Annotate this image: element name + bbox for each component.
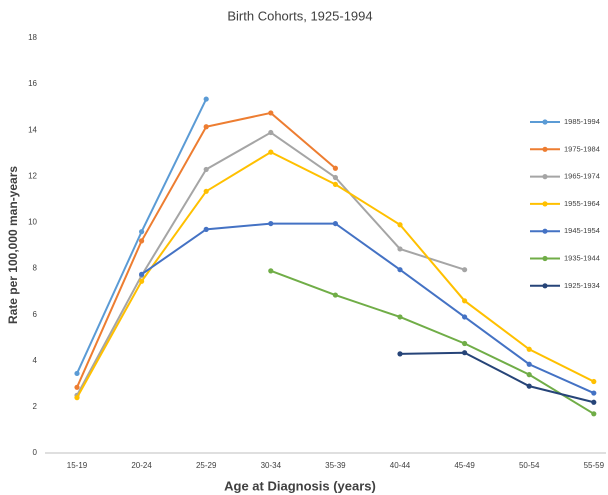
y-tick-label: 6 (33, 310, 38, 319)
y-tick-label: 8 (33, 264, 38, 273)
x-tick-label: 20-24 (131, 461, 152, 470)
x-tick-label: 55-59 (584, 461, 605, 470)
series-line (76, 131, 465, 396)
data-point (203, 124, 209, 130)
legend-label: 1935-1944 (564, 253, 600, 262)
x-tick-label: 45-49 (454, 461, 475, 470)
legend-label: 1945-1954 (564, 226, 600, 235)
data-point (203, 166, 209, 173)
data-point (268, 268, 274, 274)
x-tick-label: 50-54 (519, 461, 540, 470)
data-point (268, 149, 274, 155)
series-line (76, 98, 208, 374)
data-point (74, 395, 80, 401)
data-point (591, 411, 597, 417)
y-tick-label: 2 (33, 402, 38, 411)
data-point (139, 238, 145, 244)
legend-label: 1955-1964 (564, 199, 600, 208)
x-tick-label: 15-19 (67, 461, 88, 470)
x-tick-label: 30-34 (261, 461, 282, 470)
data-point (397, 314, 403, 320)
data-point (74, 370, 80, 377)
data-point (397, 246, 403, 252)
data-point (591, 399, 597, 405)
series-line (270, 269, 595, 415)
data-point (74, 384, 80, 390)
series-line (76, 150, 595, 399)
data-point (462, 267, 468, 273)
data-point (268, 110, 274, 116)
series-line (141, 222, 595, 394)
y-axis-label: Rate per 100,000 man-years (6, 166, 20, 324)
data-point (139, 271, 145, 277)
data-point (332, 220, 338, 227)
data-point (462, 340, 468, 347)
data-point (591, 378, 597, 385)
legend-marker (542, 119, 548, 125)
data-point (526, 346, 532, 352)
legend-marker (542, 283, 548, 289)
data-point (397, 351, 403, 357)
data-point (332, 174, 338, 181)
series-line (76, 111, 337, 388)
legend-marker (542, 146, 548, 152)
x-tick-label: 35-39 (325, 461, 346, 470)
series-line (399, 351, 595, 404)
data-point (332, 165, 338, 171)
data-point (526, 372, 532, 378)
y-tick-label: 14 (28, 125, 37, 134)
y-tick-label: 16 (28, 79, 37, 88)
data-point (139, 229, 145, 235)
legend-label: 1975-1984 (564, 144, 600, 153)
data-point (139, 278, 145, 284)
legend-label: 1965-1974 (564, 172, 600, 181)
legend-marker (542, 201, 548, 207)
data-point (462, 314, 468, 320)
chart-title: Birth Cohorts, 1925-1994 (227, 8, 372, 23)
data-point (397, 267, 403, 273)
y-tick-label: 4 (33, 356, 38, 365)
data-point (203, 96, 209, 102)
legend-label: 1985-1994 (564, 117, 600, 126)
legend-label: 1925-1934 (564, 281, 600, 290)
legend-marker (542, 228, 548, 234)
legend-marker (542, 174, 548, 180)
data-point (332, 292, 338, 298)
data-point (268, 129, 274, 136)
y-tick-label: 18 (28, 33, 37, 42)
data-point (268, 220, 274, 227)
y-tick-label: 0 (33, 448, 38, 457)
y-tick-label: 12 (28, 171, 37, 180)
data-point (462, 298, 468, 304)
data-point (462, 350, 468, 356)
x-tick-label: 40-44 (390, 461, 411, 470)
x-tick-label: 25-29 (196, 461, 217, 470)
x-axis-label: Age at Diagnosis (years) (224, 478, 376, 493)
legend-marker (542, 255, 548, 262)
data-point (526, 361, 532, 367)
data-point (397, 222, 403, 228)
data-point (203, 226, 209, 232)
y-tick-label: 10 (28, 218, 37, 227)
data-point (203, 188, 209, 194)
data-point (591, 390, 597, 396)
data-point (332, 181, 338, 188)
data-point (526, 383, 532, 389)
